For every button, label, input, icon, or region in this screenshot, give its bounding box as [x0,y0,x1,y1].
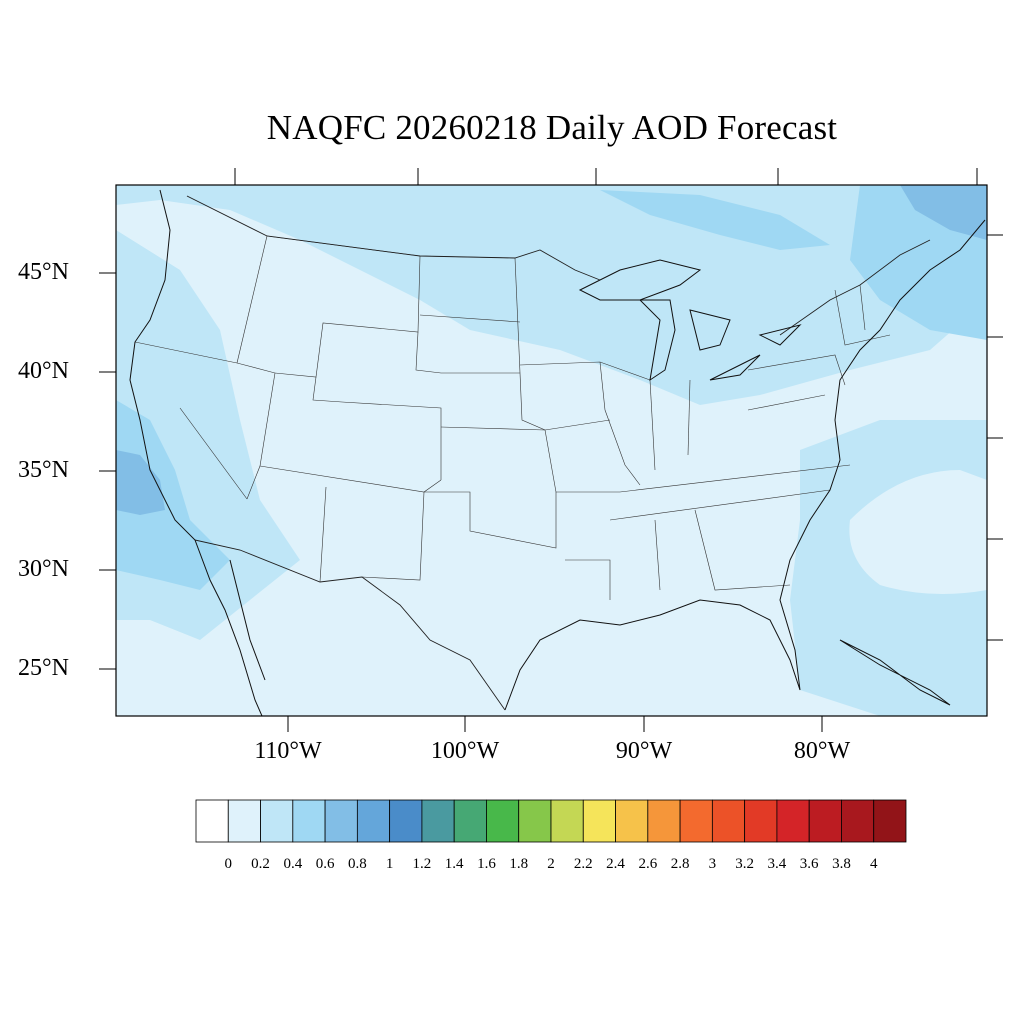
colorbar-label: 2.2 [573,856,593,872]
colorbar-box [421,799,455,843]
colorbar-label: 3.6 [799,856,819,872]
country-borders [186,195,931,711]
state-borders [134,195,891,600]
lat-label-45: 45°N [18,259,69,285]
coastlines [129,189,986,716]
colorbar-label: 2.4 [606,856,625,872]
lon-label-90: 90°W [615,738,673,764]
colorbar-label: 3.4 [767,856,787,872]
colorbar-label: 2 [547,856,555,872]
aod-field [116,185,987,716]
colorbar-label: 3.2 [735,856,754,872]
colorbar-label: 0.2 [251,856,270,872]
lat-label-30: 30°N [18,556,69,582]
colorbar-box [744,799,778,843]
colorbar-box [453,799,487,843]
colorbar-box [615,799,649,843]
colorbar-box [195,799,229,843]
colorbar-box [518,799,552,843]
colorbar-label: 3.8 [832,856,851,872]
aod-band-california [116,400,230,590]
aod-band-canada [600,190,830,250]
colorbar-label: 4 [869,856,878,872]
colorbar-label: 1.4 [444,856,464,872]
colorbar-label: 1.8 [509,856,529,872]
axis-ticks [99,168,1003,732]
aod-clean-atlantic [849,470,987,594]
colorbar-box [776,799,810,843]
colorbar-label: 0.6 [315,856,335,872]
colorbar-box [873,799,907,843]
colorbar-label: 1 [385,856,394,872]
colorbar-box [550,799,584,843]
colorbar-box [324,799,358,843]
colorbar-box [647,799,681,843]
lon-label-80: 80°W [793,738,851,764]
colorbar-box [260,799,294,843]
aod-band-socal [116,450,165,515]
colorbar-label: 0.4 [283,856,303,872]
colorbar-label: 3 [708,856,717,872]
colorbar-box [841,799,875,843]
colorbar-box [356,799,391,843]
colorbar-label: 0.8 [347,856,367,872]
colorbar-label: 0 [224,856,233,872]
colorbar-box [711,799,746,843]
map-title: NAQFC 20260218 Daily AOD Forecast [266,108,838,147]
colorbar-box [292,799,326,843]
colorbar-box [808,799,842,843]
colorbar-label: 1.6 [477,856,496,872]
lat-label-40: 40°N [18,358,69,384]
aod-band-quebec [900,185,987,240]
lat-label-25: 25°N [18,655,69,681]
map-frame [115,184,988,717]
lon-label-100: 100°W [430,738,500,764]
colorbar-box [679,799,713,843]
lat-label-35: 35°N [18,457,69,483]
colorbar-box [227,799,261,843]
colorbar-box [389,799,423,843]
colorbar-box [582,799,616,843]
colorbar-label: 1.2 [412,856,432,872]
colorbar-label: 2.8 [670,856,690,872]
colorbar-box [486,799,520,843]
lon-label-110: 110°W [254,738,322,764]
colorbar [195,799,907,843]
colorbar-label: 2.6 [638,856,658,872]
